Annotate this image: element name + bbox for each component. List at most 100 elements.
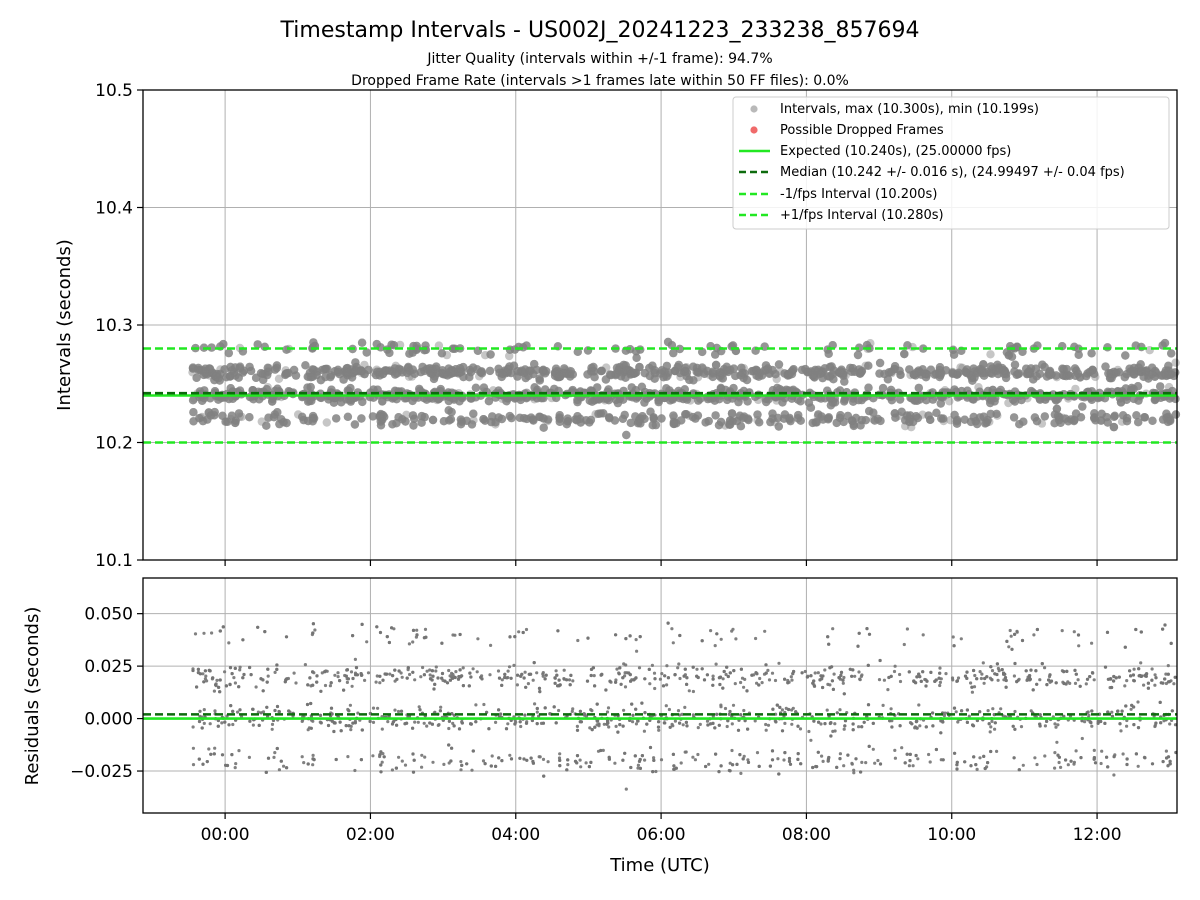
data-point: [480, 416, 490, 425]
data-point: [221, 417, 230, 426]
data-point: [1171, 410, 1181, 419]
data-point: [329, 398, 339, 407]
data-point: [428, 364, 437, 373]
y-tick-label-2: 10.3: [95, 316, 133, 336]
data-point: [914, 383, 923, 393]
data-point: [279, 418, 288, 427]
data-point: [775, 385, 784, 394]
data-point: [1052, 404, 1062, 413]
data-point: [900, 349, 909, 359]
data-point: [268, 397, 277, 406]
data-point: [505, 351, 514, 361]
data-point: [1044, 369, 1053, 379]
data-point: [572, 416, 581, 425]
data-point: [1117, 417, 1127, 426]
data-point: [471, 383, 481, 392]
data-point: [351, 358, 360, 367]
data-point: [906, 370, 915, 380]
data-point: [905, 417, 914, 427]
data-point: [632, 353, 641, 362]
data-point: [360, 360, 369, 370]
data-point: [716, 417, 726, 427]
data-point: [1109, 422, 1119, 432]
data-point: [926, 415, 935, 424]
data-point: [1137, 367, 1147, 376]
data-point: [915, 367, 924, 377]
data-point: [1037, 419, 1047, 428]
data-point: [192, 373, 201, 382]
data-point: [583, 370, 592, 379]
data-point: [427, 369, 437, 379]
data-point: [591, 410, 600, 419]
data-point: [1026, 364, 1036, 373]
data-point: [986, 368, 995, 378]
data-point: [774, 360, 784, 369]
data-point: [459, 362, 468, 372]
data-point: [189, 408, 198, 417]
data-point: [198, 366, 208, 375]
data-point: [895, 411, 904, 420]
data-point: [743, 414, 753, 423]
data-point: [227, 366, 237, 375]
data-point: [204, 408, 213, 417]
data-point: [1164, 370, 1173, 380]
data-point: [972, 419, 982, 429]
data-point: [560, 369, 569, 378]
data-point: [530, 395, 539, 404]
data-point: [343, 368, 352, 378]
data-point: [196, 413, 205, 422]
data-point: [1132, 411, 1141, 420]
data-point: [1052, 373, 1062, 382]
data-point: [1058, 364, 1067, 373]
data-point: [597, 366, 606, 375]
data-point: [820, 364, 829, 373]
data-point: [900, 349, 909, 359]
data-point: [768, 365, 777, 375]
data-point: [345, 370, 354, 380]
data-point: [447, 407, 456, 417]
data-point: [263, 370, 272, 380]
data-point: [442, 350, 452, 360]
data-point: [418, 362, 427, 372]
data-point: [309, 338, 318, 347]
data-point: [920, 369, 929, 378]
data-point: [711, 360, 721, 370]
data-point: [340, 366, 350, 376]
data-point: [360, 369, 369, 379]
data-point: [1158, 371, 1168, 380]
data-point: [1029, 375, 1038, 384]
data-point: [204, 408, 213, 417]
data-point: [1113, 365, 1123, 375]
data-point: [590, 396, 599, 405]
data-point: [301, 361, 310, 370]
top-y-axis-label: Intervals (seconds): [54, 239, 75, 411]
data-point: [378, 397, 387, 406]
data-point: [348, 368, 358, 378]
legend-label-dropped: Possible Dropped Frames: [780, 123, 944, 138]
data-point: [350, 420, 360, 429]
data-point: [600, 396, 610, 405]
data-point: [620, 410, 629, 420]
data-point: [691, 414, 700, 423]
data-point: [205, 371, 214, 380]
data-point: [1052, 404, 1062, 413]
data-point: [251, 373, 261, 382]
data-point: [626, 366, 635, 376]
data-point: [611, 369, 621, 379]
data-point: [308, 411, 318, 421]
data-point: [829, 375, 838, 384]
data-point: [351, 366, 360, 376]
data-point: [853, 350, 863, 360]
data-point: [937, 414, 946, 423]
data-point: [529, 369, 538, 379]
data-point: [982, 367, 991, 377]
data-point: [1025, 369, 1034, 378]
data-point: [855, 369, 864, 378]
data-point: [270, 410, 279, 419]
data-point: [372, 339, 381, 349]
data-point: [346, 383, 355, 393]
data-point: [912, 368, 922, 377]
data-point: [555, 367, 564, 377]
data-point: [905, 414, 915, 424]
